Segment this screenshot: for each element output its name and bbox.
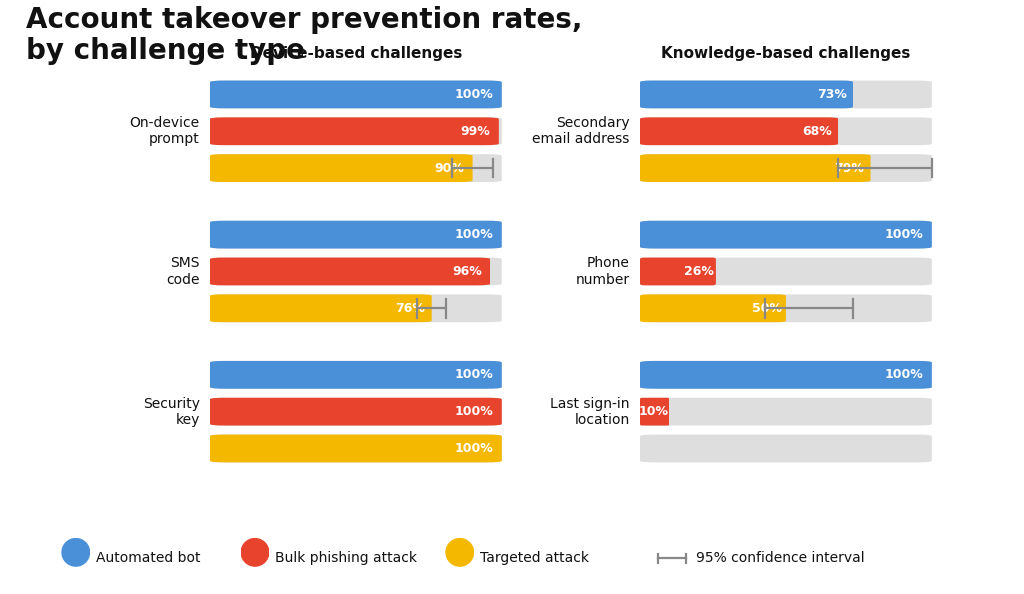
FancyBboxPatch shape: [210, 258, 502, 285]
Text: Last sign-in
location: Last sign-in location: [550, 397, 630, 426]
Text: 100%: 100%: [455, 405, 493, 418]
FancyBboxPatch shape: [210, 154, 502, 182]
Text: Targeted attack: Targeted attack: [480, 551, 589, 565]
Text: Secondary
email address: Secondary email address: [532, 116, 630, 146]
Text: Knowledge-based challenges: Knowledge-based challenges: [662, 46, 910, 61]
FancyBboxPatch shape: [640, 118, 932, 145]
FancyBboxPatch shape: [640, 361, 932, 388]
FancyBboxPatch shape: [640, 398, 932, 425]
FancyBboxPatch shape: [640, 154, 932, 182]
FancyBboxPatch shape: [210, 154, 473, 182]
FancyBboxPatch shape: [210, 398, 502, 425]
Text: 10%: 10%: [638, 405, 669, 418]
Circle shape: [62, 539, 89, 566]
FancyBboxPatch shape: [210, 118, 502, 145]
Text: Automated bot: Automated bot: [96, 551, 201, 565]
FancyBboxPatch shape: [210, 361, 502, 388]
FancyBboxPatch shape: [640, 258, 932, 285]
FancyBboxPatch shape: [210, 398, 502, 425]
Text: 76%: 76%: [395, 302, 425, 315]
FancyBboxPatch shape: [210, 258, 490, 285]
Text: 95% confidence interval: 95% confidence interval: [696, 551, 865, 565]
FancyBboxPatch shape: [640, 295, 932, 322]
Text: 68%: 68%: [803, 125, 833, 138]
Text: 100%: 100%: [455, 442, 493, 455]
Text: 50%: 50%: [752, 302, 781, 315]
Circle shape: [446, 539, 473, 566]
FancyBboxPatch shape: [210, 81, 502, 108]
FancyBboxPatch shape: [210, 221, 502, 248]
FancyBboxPatch shape: [640, 81, 853, 108]
FancyBboxPatch shape: [210, 221, 502, 248]
FancyBboxPatch shape: [640, 295, 786, 322]
Circle shape: [242, 539, 268, 566]
FancyBboxPatch shape: [210, 435, 502, 462]
FancyBboxPatch shape: [640, 435, 932, 462]
Text: SMS
code: SMS code: [166, 257, 200, 286]
Text: Security
key: Security key: [142, 397, 200, 426]
FancyBboxPatch shape: [210, 81, 502, 108]
Text: Device-based challenges: Device-based challenges: [250, 46, 462, 61]
FancyBboxPatch shape: [640, 221, 932, 248]
Text: 90%: 90%: [435, 162, 465, 175]
Text: 100%: 100%: [455, 88, 493, 101]
FancyBboxPatch shape: [640, 361, 932, 388]
Text: 96%: 96%: [452, 265, 481, 278]
Text: 99%: 99%: [461, 125, 490, 138]
FancyBboxPatch shape: [640, 118, 839, 145]
FancyBboxPatch shape: [210, 118, 499, 145]
Text: 100%: 100%: [455, 368, 493, 381]
FancyBboxPatch shape: [210, 435, 502, 462]
Text: 26%: 26%: [684, 265, 714, 278]
Text: 100%: 100%: [455, 228, 493, 241]
Text: Account takeover prevention rates,
by challenge type: Account takeover prevention rates, by ch…: [26, 6, 582, 65]
FancyBboxPatch shape: [210, 295, 432, 322]
FancyBboxPatch shape: [210, 361, 502, 388]
FancyBboxPatch shape: [640, 221, 932, 248]
Text: 100%: 100%: [885, 368, 923, 381]
Text: Bulk phishing attack: Bulk phishing attack: [275, 551, 418, 565]
FancyBboxPatch shape: [640, 398, 670, 425]
Text: 79%: 79%: [834, 162, 863, 175]
Text: 100%: 100%: [885, 228, 923, 241]
Text: On-device
prompt: On-device prompt: [130, 116, 200, 146]
FancyBboxPatch shape: [640, 258, 716, 285]
FancyBboxPatch shape: [640, 81, 932, 108]
FancyBboxPatch shape: [210, 295, 502, 322]
Text: Phone
number: Phone number: [575, 257, 630, 286]
Text: 73%: 73%: [817, 88, 847, 101]
FancyBboxPatch shape: [640, 154, 870, 182]
